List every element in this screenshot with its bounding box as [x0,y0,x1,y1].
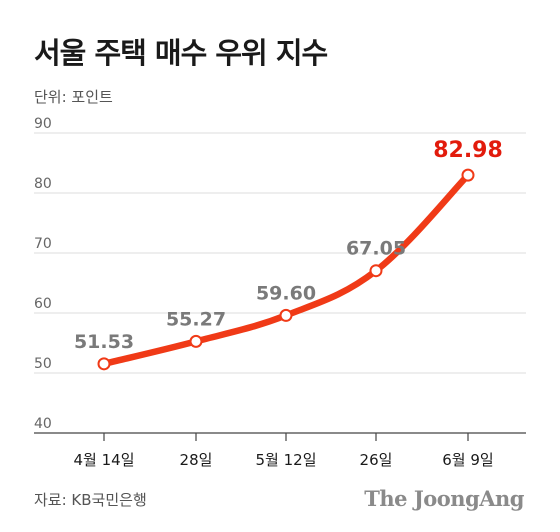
brand-logo: The JoongAng [364,486,524,511]
series-line-path [100,171,472,368]
x-tick-label: 4월 14일 [74,451,135,469]
data-point-3 [279,308,293,322]
x-axis: 4월 14일 28일 5월 12일 26일 6월 9일 [74,433,494,469]
data-point-1 [97,357,111,371]
x-tick-label: 5월 12일 [256,451,317,469]
data-label-2: 55.27 [166,308,226,330]
chart-title: 서울 주택 매수 우위 지수 [34,36,328,70]
data-labels: 51.53 55.27 59.60 67.05 82.98 [74,138,503,353]
grid-lines [34,132,526,434]
data-label-5: 82.98 [433,138,503,163]
y-tick-label-80: 80 [34,176,52,192]
y-tick-label-40: 40 [34,416,52,432]
source-note: 자료: KB국민은행 [34,491,147,509]
series-line [100,171,472,368]
x-tick-label: 28일 [180,451,213,469]
data-label-1: 51.53 [74,331,134,353]
y-tick-label-50: 50 [34,356,52,372]
data-label-3: 59.60 [256,282,316,304]
y-tick-label-70: 70 [34,236,52,252]
data-point-5 [461,168,475,182]
y-axis-ticks: 40 50 60 70 80 90 [34,116,52,432]
data-points [97,168,475,371]
x-tick-label: 6월 9일 [442,451,493,469]
data-point-2 [189,334,203,348]
data-point-4 [369,264,383,278]
data-label-4: 67.05 [346,238,406,260]
y-tick-label-60: 60 [34,296,52,312]
y-tick-label-90: 90 [34,116,52,132]
unit-label: 단위: 포인트 [34,88,113,106]
x-tick-label: 26일 [360,451,393,469]
